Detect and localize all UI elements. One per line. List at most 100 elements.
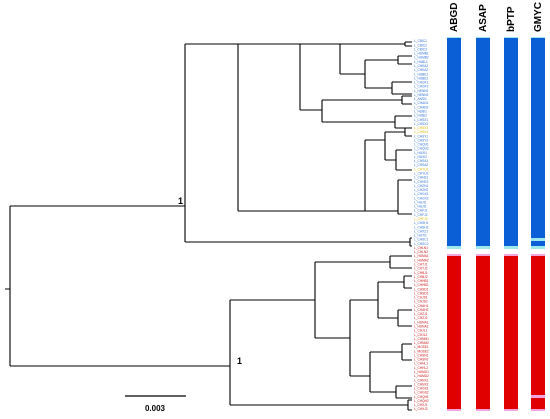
tip-label: L_HUMA1 [414, 254, 429, 258]
tip-label: L_CHNX1 [414, 378, 429, 382]
tip-label: L_CHBJ2 [414, 275, 428, 279]
column-header: ASAP [478, 4, 489, 32]
blue-species-bar [531, 38, 545, 246]
tip-label: L_CHAH2 [414, 308, 429, 312]
tip-label: L_HUBI1 [414, 109, 427, 113]
tip-label: L_CHTJ1 [414, 262, 428, 266]
tip-label: L_CBIC3 [414, 47, 427, 51]
tip-label: L_HUMB1 [414, 52, 429, 56]
column-header: GMYC [533, 2, 544, 32]
red-species-bar [447, 256, 461, 409]
tip-label: L_CHSH1 [414, 221, 429, 225]
column-bptp: bPTP [504, 6, 518, 411]
tip-label: L_CHSX2 [414, 122, 428, 126]
column-abgd: ABGD [447, 3, 461, 411]
tip-label: L_CHJL2 [414, 333, 428, 337]
tip-label: L_CHJS2 [414, 300, 428, 304]
tip-label: L_HENN2 [414, 93, 429, 97]
tip-label: L_CHAN1 [414, 101, 429, 105]
tip-label: L_CHYU1 [414, 167, 429, 171]
blue-species-bar [447, 38, 461, 246]
tip-label: L_HUJI1 [414, 200, 427, 204]
tip-label: L_CHNX2 [414, 382, 429, 386]
tip-label: L_CHSA1 [414, 159, 428, 163]
tip-label: L_CHKA2 [414, 68, 428, 72]
red-species-bar [476, 256, 490, 409]
tip-label: L_HUTI1 [414, 234, 427, 238]
species-delimitation-columns: ABGD ASAP bPTP GMYC [447, 2, 545, 411]
blue-species-bar [476, 38, 490, 246]
tip-label: L_CHNM1 [414, 337, 429, 341]
tip-label: L_CHNM2 [414, 341, 429, 345]
gmyc-split [531, 399, 545, 401]
gmyc-split [531, 395, 545, 398]
gmyc-split [531, 242, 545, 245]
tip-label: L_CHSY1 [414, 134, 428, 138]
tip-label: L_HUJI2 [414, 205, 427, 209]
tip-label: L_CHZJ1 [414, 312, 428, 316]
tip-label: L_CHHB2 [414, 283, 429, 287]
tip-label: L_CHFJ2 [414, 213, 428, 217]
tip-label: L_HUNA2 [414, 325, 429, 329]
column-gmyc: GMYC [531, 2, 545, 411]
node-support-label-blue: 1 [178, 196, 183, 206]
tip-label: L_HUXI1 [414, 151, 427, 155]
tip-label: L_HUXI2 [414, 155, 427, 159]
tip-label: L_CHQH2 [414, 399, 429, 403]
tip-label: L_CHFJ1 [414, 209, 428, 213]
tip-label: L_CHYU2 [414, 172, 429, 176]
tip-label: L_CHTJ2 [414, 267, 428, 271]
tip-label: L_MOSE2 [414, 349, 429, 353]
tip-label: L_CHGF1 [414, 81, 429, 85]
tip-label: L_CHSD1 [414, 287, 429, 291]
tip-label: L_HUBL1 [414, 60, 428, 64]
tip-label: L_CHGS2 [414, 391, 429, 395]
tip-label: L_CHLN1 [414, 246, 428, 250]
tip-label: L_CHGX1 [414, 192, 429, 196]
tip-label: L_CBIC2 [414, 43, 427, 47]
tip-label: L_CHBJ1 [414, 271, 428, 275]
tip-label: L_HUBE2 [414, 76, 428, 80]
tip-label: L_HUMA2 [414, 258, 429, 262]
red-species-bar [531, 256, 545, 409]
tip-label: L_CHAN2 [414, 105, 429, 109]
tip-label: L_CHSC2 [414, 242, 429, 246]
tip-label: L_CHGF2 [414, 85, 429, 89]
tip-label: L_CHGS1 [414, 387, 429, 391]
tip-label: L_CBIC1 [414, 39, 427, 43]
tip-label: L_HUMB2 [414, 56, 429, 60]
tip-label: L_CHQU1 [414, 143, 429, 147]
tip-label: L_HENN1 [414, 89, 429, 93]
column-header: bPTP [506, 6, 517, 32]
tip-label: L_CHQH1 [414, 395, 429, 399]
tip-label: L_CHGX2 [414, 196, 429, 200]
tip-label: L_CHXZ1 [414, 229, 428, 233]
node-support-label-red: 1 [237, 356, 242, 366]
tip-label: L_CHHB1 [414, 279, 429, 283]
tip-label: L_CHSX3 [414, 126, 428, 130]
column-asap: ASAP [476, 4, 490, 411]
tip-label: L_CHSN1 [414, 353, 429, 357]
tip-label: L_CHSY2 [414, 138, 428, 142]
tree-branches [5, 41, 412, 411]
tip-label: L_CHSX1 [414, 118, 428, 122]
tip-label: L_ANSI1 [414, 97, 427, 101]
tip-label: L_CHJS1 [414, 296, 428, 300]
tip-label: L_CHJL1 [414, 329, 428, 333]
tip-label: L_CHFJ3 [414, 217, 428, 221]
tip-label: L_HUMU2 [414, 374, 429, 378]
tip-label: L_CHHE1 [414, 176, 429, 180]
tip-label: L_CHQU2 [414, 147, 429, 151]
tip-label: L_CHZH2 [414, 188, 428, 192]
column-header: ABGD [449, 3, 460, 32]
tip-label: L_HUBI2 [414, 114, 427, 118]
tip-label: L_CHHE2 [414, 180, 429, 184]
tip-label: L_CHSH2 [414, 225, 429, 229]
tip-label: L_CHAH1 [414, 304, 429, 308]
tip-label: L_CHSC1 [414, 238, 429, 242]
tip-label: L_CHSN2 [414, 358, 429, 362]
tip-label: L_HUBE1 [414, 72, 428, 76]
scale-bar-label: 0.003 [145, 404, 166, 413]
tip-labels: L_CBIC1L_CBIC2L_CBIC3L_HUMB1L_HUMB2L_HUB… [414, 39, 429, 411]
